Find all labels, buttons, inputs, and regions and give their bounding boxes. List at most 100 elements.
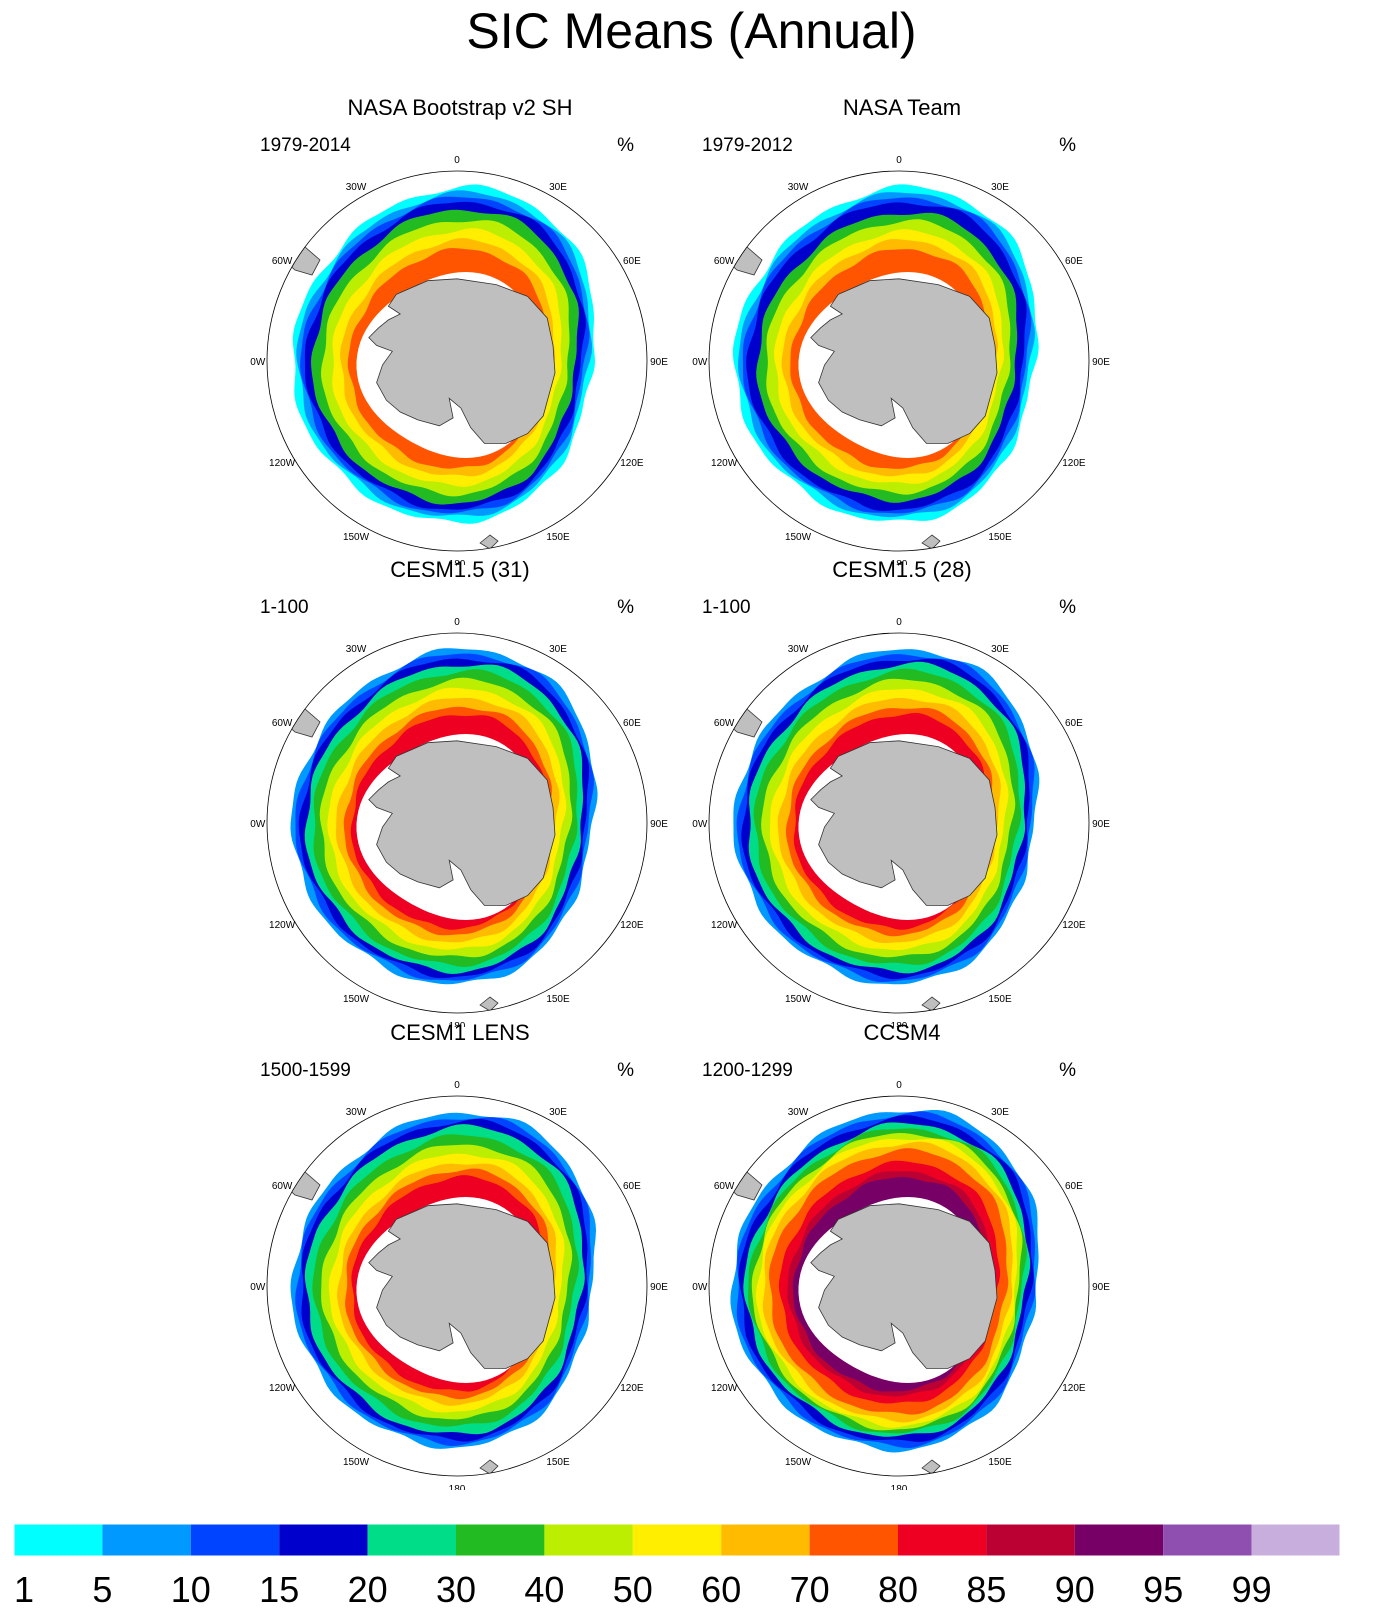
longitude-label: 90W [250,357,266,368]
longitude-label: 120E [1062,458,1086,469]
new-zealand-landmass [921,1459,941,1475]
longitude-label: 60W [714,1181,735,1192]
panel-period: 1500-1599 [260,1060,351,1081]
longitude-label: 90E [1092,819,1110,830]
antarctica-landmass [810,278,998,444]
colorbar-label: 40 [524,1569,564,1609]
panel-period: 1-100 [260,597,309,618]
longitude-label: 90E [650,819,668,830]
colorbar-label: 1 [14,1569,34,1609]
longitude-label: 60E [1065,256,1083,267]
colorbar-label: 15 [259,1569,299,1609]
longitude-label: 120E [620,458,644,469]
longitude-label: 180 [449,1484,466,1490]
antarctica-landmass [368,740,556,906]
longitude-label: 120W [269,1383,296,1394]
colorbar-label: 30 [436,1569,476,1609]
longitude-label: 90W [250,1282,266,1293]
longitude-label: 60W [714,718,735,729]
colorbar-label: 20 [348,1569,388,1609]
longitude-label: 30E [549,182,567,193]
colorbar-swatch [721,1524,810,1556]
longitude-label: 120W [711,920,738,931]
map-panel: CCSM4 1200-1299% 0 30E 60E 90E 120E 150E 180 150W… [692,1020,1112,1490]
longitude-label: 60E [1065,718,1083,729]
longitude-label: 0 [454,155,460,166]
longitude-label: 180 [891,559,908,565]
new-zealand-landmass [479,1459,499,1475]
longitude-label: 150W [343,532,370,543]
panel-title: CESM1.5 (31) [390,557,530,582]
panel-title: NASA Bootstrap v2 SH [347,95,573,120]
panel-title: CESM1.5 (28) [832,557,972,582]
longitude-label: 30E [991,644,1009,655]
longitude-label: 60W [272,1181,293,1192]
panel-units: % [617,135,634,156]
polar-map: 0 30E 60E 90E 120E 150E 180 150W 120W 90W 60W 30W [250,155,668,565]
colorbar-swatch [986,1524,1075,1556]
longitude-label: 90E [650,357,668,368]
colorbar-swatch [14,1524,103,1556]
longitude-label: 30W [346,644,367,655]
panel-title: CESM1 LENS [390,1020,530,1045]
longitude-label: 0 [896,1080,902,1091]
colorbar-label: 5 [92,1569,112,1609]
antarctica-landmass [368,278,556,444]
longitude-label: 60W [272,718,293,729]
colorbar-label: 80 [878,1569,918,1609]
longitude-label: 180 [449,559,466,565]
colorbar-swatch [809,1524,898,1556]
polar-map: 0 30E 60E 90E 120E 150E 180 150W 120W 90W 60W 30W [250,1080,668,1490]
colorbar-swatch [1074,1524,1164,1556]
new-zealand-landmass [921,996,941,1012]
longitude-label: 150E [988,994,1012,1005]
map-panel: CESM1.5 (28) 1-100% 0 30E 60E 90E 120E 150E 180 1… [692,557,1112,1027]
panel-title: NASA Team [842,95,962,120]
longitude-label: 0 [454,617,460,628]
panel-units: % [1059,597,1076,618]
longitude-label: 120W [711,458,738,469]
antarctica-landmass [810,1203,998,1369]
antarctica-landmass [368,1203,556,1369]
map-panel: NASA Bootstrap v2 SH 1979-2014% 0 30E 60E 90E… [250,95,670,565]
longitude-label: 0 [454,1080,460,1091]
colorbar-label: 70 [790,1569,830,1609]
longitude-label: 0 [896,617,902,628]
longitude-label: 90W [692,1282,708,1293]
colorbar-swatch [544,1524,633,1556]
colorbar: 1 5 10 15 20 30 40 50 60 70 80 85 90 95 99 [13,1524,1341,1609]
longitude-label: 60E [623,718,641,729]
panel-period: 1200-1299 [702,1060,793,1081]
longitude-label: 180 [891,1021,908,1027]
polar-map: 0 30E 60E 90E 120E 150E 180 150W 120W 90W 60W 30W [692,1080,1110,1490]
colorbar-label: 60 [701,1569,741,1609]
panel-units: % [617,597,634,618]
longitude-label: 30E [549,1107,567,1118]
panel-title: CCSM4 [863,1020,941,1045]
figure-title: SIC Means (Annual) [466,3,917,59]
longitude-label: 150E [546,1457,570,1468]
longitude-label: 30E [991,182,1009,193]
longitude-label: 120W [711,1383,738,1394]
map-panel: CESM1 LENS 1500-1599% 0 30E 60E 90E 120E 150E 18… [250,1020,670,1490]
colorbar-label: 50 [613,1569,653,1609]
new-zealand-landmass [479,996,499,1012]
longitude-label: 90E [1092,357,1110,368]
colorbar-swatch [1251,1524,1340,1556]
longitude-label: 180 [449,1021,466,1027]
colorbar-label: 85 [966,1569,1006,1609]
map-boundary [266,632,648,1014]
longitude-label: 150E [546,532,570,543]
longitude-label: 90W [250,819,266,830]
longitude-label: 60W [714,256,735,267]
longitude-label: 30W [788,182,809,193]
panel-period: 1979-2014 [260,135,351,156]
map-panel: CESM1.5 (31) 1-100% 0 30E 60E 90E 120E 150E 180 1… [250,557,670,1027]
polar-map: 0 30E 60E 90E 120E 150E 180 150W 120W 90W 60W 30W [250,617,668,1027]
map-panel: NASA Team 1979-2012% 0 30E 60E 90E 120E 150E 180… [692,95,1112,565]
longitude-label: 150W [343,994,370,1005]
longitude-label: 30E [991,1107,1009,1118]
colorbar-swatch [456,1524,545,1556]
longitude-label: 120W [269,920,296,931]
longitude-label: 150E [546,994,570,1005]
